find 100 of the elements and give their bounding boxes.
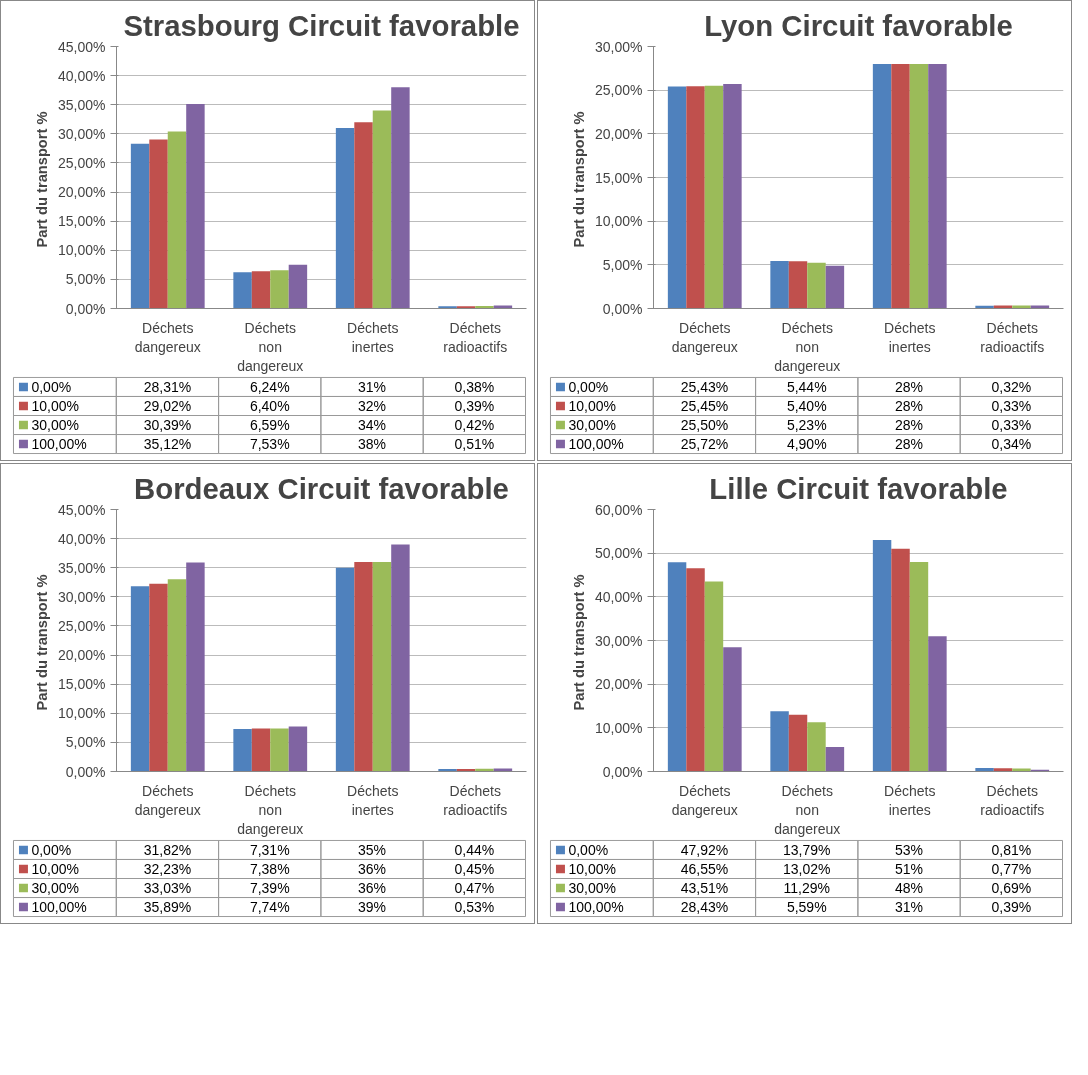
y-tick-label: 10,00% [595, 719, 643, 736]
legend-label: 30,00% [568, 417, 616, 434]
y-tick-label: 40,00% [58, 67, 106, 84]
data-label: 25,72% [680, 436, 729, 453]
data-label: 0,33% [991, 417, 1032, 434]
legend-label: 0,00% [568, 378, 609, 395]
data-label: 0,38% [454, 378, 495, 395]
data-label: 30,39% [143, 417, 192, 434]
data-label: 0,51% [454, 436, 495, 453]
data-label: 47,92% [680, 841, 729, 858]
data-label: 7,39% [249, 880, 290, 897]
data-label: 0,69% [991, 880, 1032, 897]
y-tick-label: 30,00% [595, 632, 643, 649]
y-tick-label: 60,00% [595, 501, 643, 518]
y-tick-label: 10,00% [58, 705, 106, 722]
data-label: 38% [358, 436, 387, 453]
data-label: 53% [895, 841, 924, 858]
x-tick-label: Déchets inertes [347, 782, 399, 818]
x-tick-label: Déchets inertes [884, 319, 936, 355]
data-label: 28% [895, 417, 924, 434]
y-tick-label: 5,00% [65, 271, 106, 288]
x-tick-label: Déchets non dangereux [774, 319, 841, 374]
data-label: 5,40% [786, 397, 827, 414]
data-label: 0,81% [991, 841, 1032, 858]
data-label: 11,29% [783, 880, 830, 897]
y-tick-label: 40,00% [595, 588, 643, 605]
x-tick-label: Déchets dangereux [671, 782, 738, 818]
y-tick-label: 20,00% [595, 125, 643, 142]
data-label: 28,43% [680, 899, 729, 916]
legend-label: 0,00% [31, 841, 72, 858]
y-tick-label: 30,00% [58, 588, 106, 605]
y-axis-title: Part du transport % [571, 111, 588, 248]
y-tick-label: 20,00% [595, 676, 643, 693]
legend-label: 10,00% [568, 397, 616, 414]
data-label: 6,40% [249, 397, 290, 414]
data-label: 0,77% [991, 860, 1032, 877]
data-label: 5,23% [786, 417, 827, 434]
data-label: 32,23% [143, 860, 192, 877]
data-label: 0,39% [991, 899, 1032, 916]
y-tick-label: 20,00% [58, 184, 106, 201]
y-tick-label: 0,00% [65, 300, 106, 317]
legend-label: 100,00% [568, 899, 624, 916]
x-tick-label: Déchets non dangereux [237, 319, 304, 374]
legend-label: 100,00% [568, 436, 624, 453]
data-label: 32% [358, 397, 387, 414]
data-label: 31% [895, 899, 924, 916]
y-tick-label: 0,00% [602, 763, 643, 780]
data-label: 0,45% [454, 860, 495, 877]
data-label: 48% [895, 880, 924, 897]
x-tick-label: Déchets dangereux [134, 319, 201, 355]
x-tick-label: Déchets dangereux [134, 782, 201, 818]
y-tick-label: 30,00% [58, 125, 106, 142]
legend-label: 30,00% [568, 880, 616, 897]
legend-label: 10,00% [31, 397, 79, 414]
data-label: 31% [358, 378, 387, 395]
x-tick-label: Déchets dangereux [671, 319, 738, 355]
legend-label: 100,00% [31, 436, 87, 453]
data-label: 13,02% [783, 860, 831, 877]
chart-title: Bordeaux Circuit favorable [134, 471, 509, 505]
legend-label: 100,00% [31, 899, 87, 916]
data-label: 51% [895, 860, 924, 877]
y-tick-label: 45,00% [58, 38, 106, 55]
x-tick-label: Déchets radioactifs [443, 782, 508, 818]
data-label: 28,31% [143, 378, 192, 395]
data-label: 13,79% [783, 841, 831, 858]
data-label: 25,45% [680, 397, 729, 414]
y-tick-label: 35,00% [58, 96, 106, 113]
chart-title: Lille Circuit favorable [709, 471, 1008, 505]
data-label: 0,44% [454, 841, 495, 858]
data-label: 35,12% [143, 436, 192, 453]
y-axis-title: Part du transport % [571, 574, 588, 711]
y-tick-label: 5,00% [602, 256, 643, 273]
y-tick-label: 0,00% [602, 300, 643, 317]
data-label: 7,38% [249, 860, 290, 877]
data-label: 35% [358, 841, 387, 858]
data-label: 6,24% [249, 378, 290, 395]
data-label: 36% [358, 880, 387, 897]
data-label: 0,32% [991, 378, 1032, 395]
data-label: 31,82% [143, 841, 192, 858]
data-label: 0,33% [991, 397, 1032, 414]
y-tick-label: 20,00% [58, 647, 106, 664]
x-tick-label: Déchets non dangereux [774, 782, 841, 837]
data-label: 6,59% [249, 417, 290, 434]
data-label: 33,03% [143, 880, 192, 897]
x-tick-label: Déchets non dangereux [237, 782, 304, 837]
legend-label: 0,00% [568, 841, 609, 858]
data-label: 0,42% [454, 417, 495, 434]
data-label: 39% [358, 899, 387, 916]
y-axis-title: Part du transport % [34, 574, 51, 711]
x-tick-label: Déchets radioactifs [980, 782, 1045, 818]
data-label: 5,44% [786, 378, 827, 395]
data-label: 36% [358, 860, 387, 877]
chart-title: Lyon Circuit favorable [704, 8, 1013, 42]
data-label: 0,47% [454, 880, 495, 897]
y-tick-label: 15,00% [58, 213, 106, 230]
data-label: 7,53% [249, 436, 290, 453]
x-tick-label: Déchets radioactifs [443, 319, 508, 355]
legend-label: 30,00% [31, 880, 79, 897]
data-label: 25,43% [680, 378, 729, 395]
y-tick-label: 25,00% [58, 154, 106, 171]
